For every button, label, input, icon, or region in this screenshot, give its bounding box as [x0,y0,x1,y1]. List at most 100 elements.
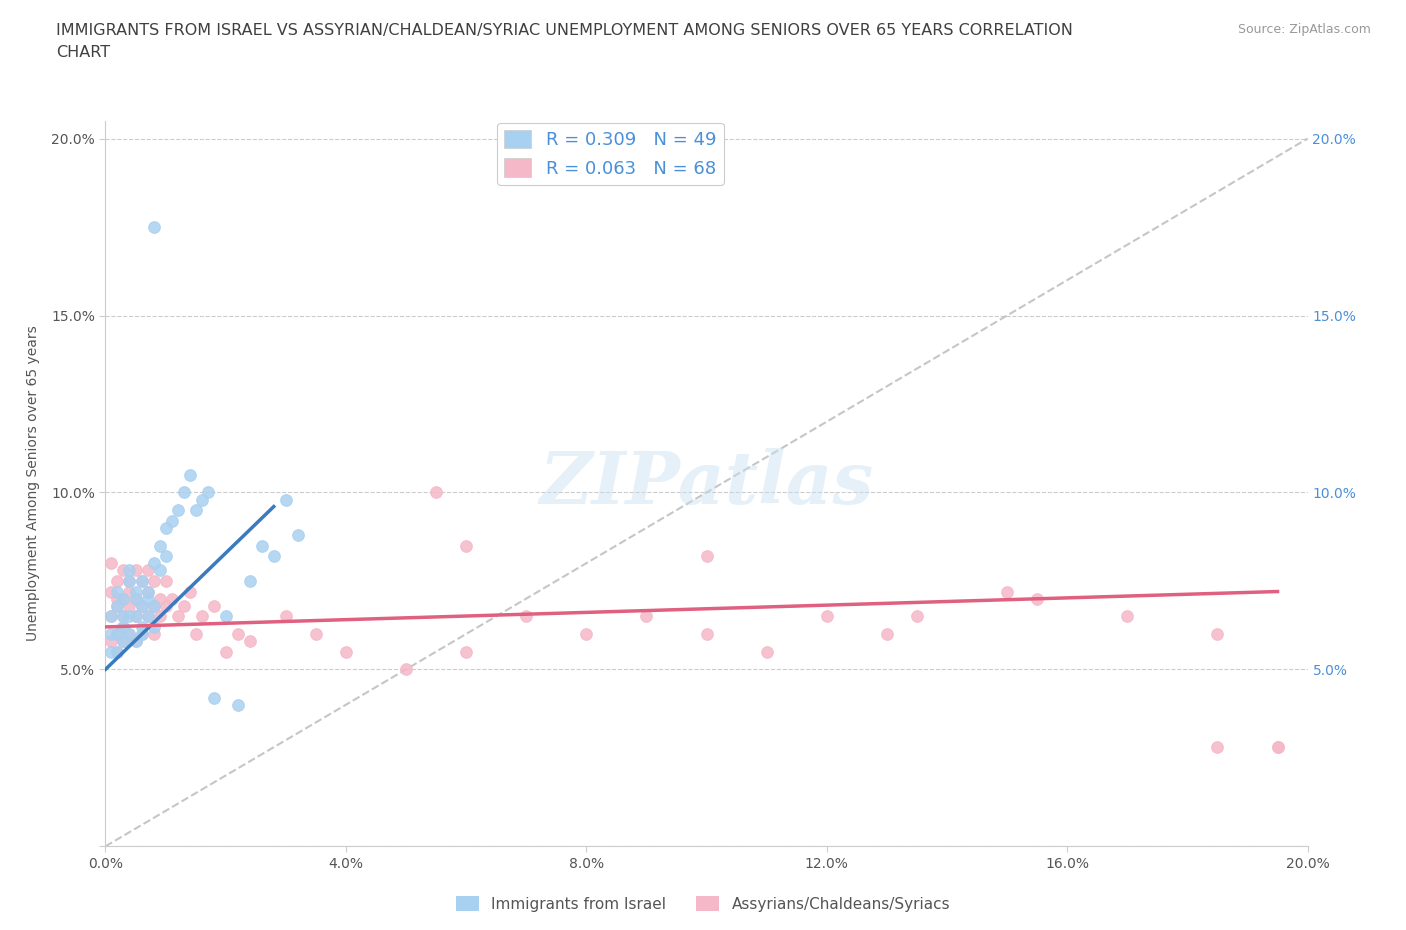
Point [112,619,135,634]
Point [335,644,357,659]
Point [148,563,170,578]
Point [160,513,183,528]
Point [112,633,135,648]
Point [136,609,159,624]
Point [100,609,122,624]
Point [131,627,153,642]
Point [136,563,159,578]
Point [142,598,165,613]
Point [142,574,165,589]
Point [226,698,249,712]
Point [1267,739,1289,754]
Point [112,609,135,624]
Point [214,644,236,659]
Point [1026,591,1049,606]
Legend: Immigrants from Israel, Assyrians/Chaldeans/Syriacs: Immigrants from Israel, Assyrians/Chalde… [450,889,956,918]
Point [395,662,418,677]
Point [107,598,129,613]
Point [118,574,141,589]
Point [136,609,159,624]
Point [112,591,135,606]
Point [876,627,898,642]
Y-axis label: Unemployment Among Seniors over 65 years: Unemployment Among Seniors over 65 years [27,326,39,642]
Point [107,644,129,659]
Point [155,598,177,613]
Point [995,584,1018,599]
Point [454,538,477,553]
Point [214,609,236,624]
Text: IMMIGRANTS FROM ISRAEL VS ASSYRIAN/CHALDEAN/SYRIAC UNEMPLOYMENT AMONG SENIORS OV: IMMIGRANTS FROM ISRAEL VS ASSYRIAN/CHALD… [56,23,1073,60]
Point [190,492,212,507]
Point [100,633,122,648]
Point [112,591,135,606]
Point [148,538,170,553]
Point [142,619,165,634]
Point [1116,609,1139,624]
Point [184,627,207,642]
Point [112,563,135,578]
Point [184,503,207,518]
Point [202,690,225,705]
Point [131,598,153,613]
Point [107,574,129,589]
Text: ZIPatlas: ZIPatlas [540,448,873,519]
Point [274,609,297,624]
Point [1206,627,1229,642]
Point [173,485,195,500]
Point [148,591,170,606]
Point [274,492,297,507]
Point [142,598,165,613]
Point [100,584,122,599]
Point [575,627,598,642]
Point [155,574,177,589]
Point [179,584,201,599]
Point [173,598,195,613]
Point [118,584,141,599]
Point [239,633,262,648]
Point [100,627,122,642]
Point [155,521,177,536]
Point [107,627,129,642]
Point [124,584,146,599]
Point [160,591,183,606]
Point [124,591,146,606]
Point [107,598,129,613]
Point [305,627,328,642]
Point [250,538,273,553]
Point [755,644,778,659]
Point [131,574,153,589]
Point [118,627,141,642]
Point [636,609,658,624]
Point [112,619,135,634]
Point [425,485,447,500]
Point [131,574,153,589]
Text: Source: ZipAtlas.com: Source: ZipAtlas.com [1237,23,1371,36]
Point [107,591,129,606]
Point [136,584,159,599]
Point [905,609,928,624]
Point [118,598,141,613]
Point [107,584,129,599]
Point [112,633,135,648]
Point [142,627,165,642]
Point [166,609,188,624]
Point [239,574,262,589]
Point [136,591,159,606]
Point [100,556,122,571]
Point [124,633,146,648]
Point [118,574,141,589]
Point [142,556,165,571]
Point [118,563,141,578]
Point [696,549,718,564]
Point [190,609,212,624]
Point [100,609,122,624]
Point [197,485,219,500]
Point [100,644,122,659]
Point [118,609,141,624]
Point [107,644,129,659]
Point [112,609,135,624]
Point [142,219,165,234]
Point [118,627,141,642]
Point [166,503,188,518]
Point [124,609,146,624]
